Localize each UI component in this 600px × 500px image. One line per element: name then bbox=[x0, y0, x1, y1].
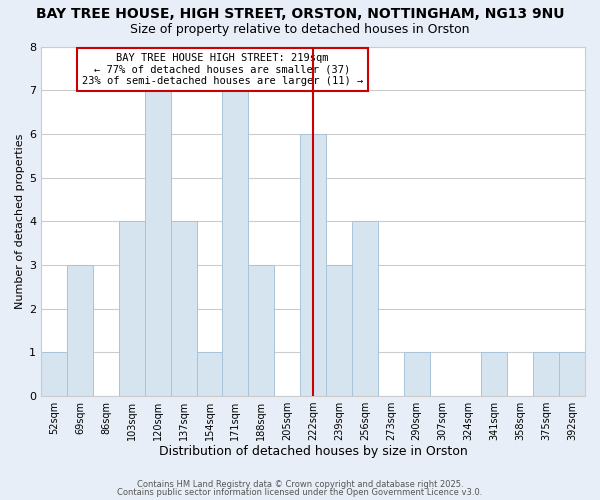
Bar bbox=[559, 352, 585, 396]
Bar bbox=[300, 134, 326, 396]
Y-axis label: Number of detached properties: Number of detached properties bbox=[15, 134, 25, 309]
X-axis label: Distribution of detached houses by size in Orston: Distribution of detached houses by size … bbox=[159, 444, 467, 458]
Text: BAY TREE HOUSE HIGH STREET: 219sqm
← 77% of detached houses are smaller (37)
23%: BAY TREE HOUSE HIGH STREET: 219sqm ← 77%… bbox=[82, 53, 363, 86]
Text: Contains public sector information licensed under the Open Government Licence v3: Contains public sector information licen… bbox=[118, 488, 482, 497]
Text: Size of property relative to detached houses in Orston: Size of property relative to detached ho… bbox=[130, 22, 470, 36]
Bar bbox=[170, 221, 197, 396]
Bar bbox=[326, 265, 352, 396]
Bar bbox=[352, 221, 378, 396]
Bar bbox=[404, 352, 430, 396]
Bar bbox=[223, 90, 248, 396]
Bar bbox=[533, 352, 559, 396]
Bar bbox=[119, 221, 145, 396]
Bar bbox=[145, 90, 170, 396]
Bar bbox=[248, 265, 274, 396]
Bar bbox=[41, 352, 67, 396]
Bar bbox=[197, 352, 223, 396]
Text: BAY TREE HOUSE, HIGH STREET, ORSTON, NOTTINGHAM, NG13 9NU: BAY TREE HOUSE, HIGH STREET, ORSTON, NOT… bbox=[36, 8, 564, 22]
Bar bbox=[481, 352, 508, 396]
Text: Contains HM Land Registry data © Crown copyright and database right 2025.: Contains HM Land Registry data © Crown c… bbox=[137, 480, 463, 489]
Bar bbox=[67, 265, 93, 396]
